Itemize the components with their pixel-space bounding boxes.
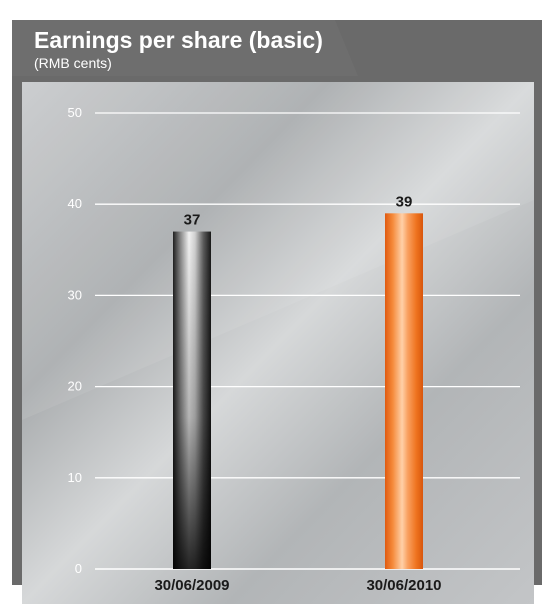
y-tick-label: 50 — [68, 105, 82, 120]
y-tick-labels: 0 10 20 30 40 50 — [68, 105, 82, 576]
y-tick-label: 0 — [75, 561, 82, 576]
category-label-1: 30/06/2009 — [154, 577, 229, 594]
value-label-2: 39 — [396, 193, 413, 210]
y-tick-label: 10 — [68, 470, 82, 485]
y-tick-label: 30 — [68, 287, 82, 302]
bar-1-shading — [173, 231, 211, 569]
gridlines — [95, 112, 520, 570]
value-label-1: 37 — [184, 212, 201, 229]
y-tick-label: 40 — [68, 196, 82, 211]
bar-2 — [385, 213, 423, 569]
plot-panel — [22, 82, 534, 604]
header-banner — [12, 20, 358, 76]
chart-subtitle: (RMB cents) — [34, 55, 112, 71]
chart-title: Earnings per share (basic) — [34, 27, 323, 53]
category-labels: 30/06/2009 30/06/2010 — [154, 577, 441, 594]
bars — [173, 213, 423, 569]
value-labels: 37 39 — [184, 193, 413, 228]
panel-sheen — [22, 82, 534, 420]
y-tick-label: 20 — [68, 379, 82, 394]
category-label-2: 30/06/2010 — [366, 577, 441, 594]
